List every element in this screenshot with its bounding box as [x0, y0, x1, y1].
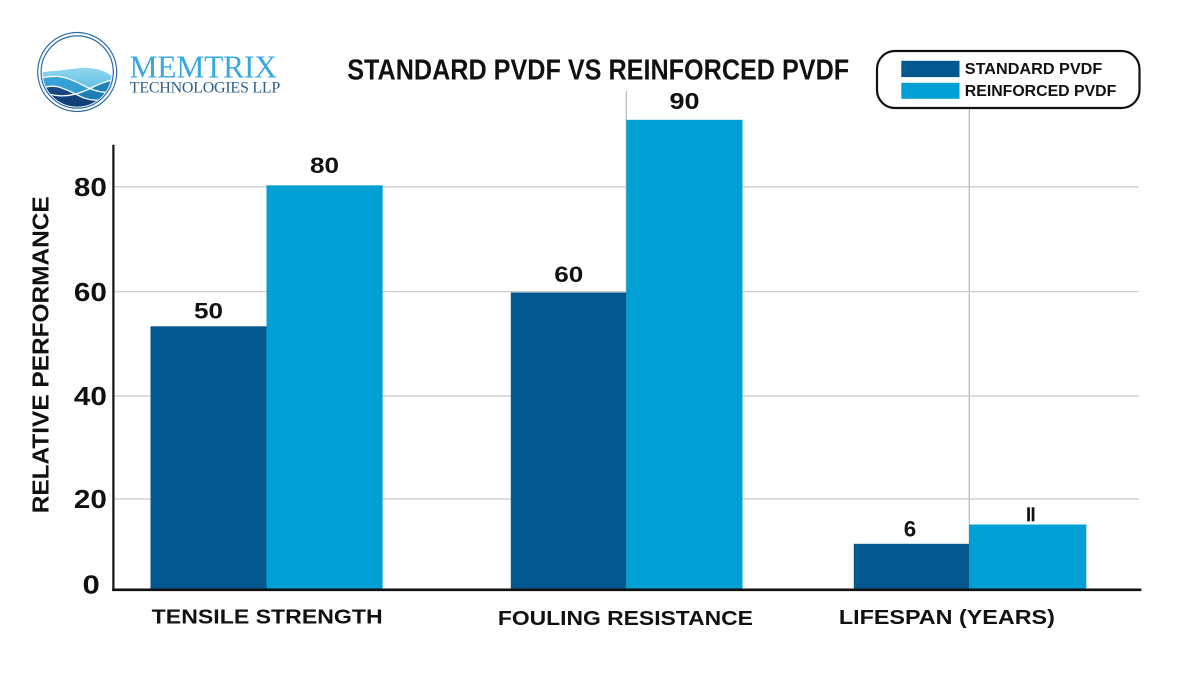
svg-text:REINFORCED PVDF: REINFORCED PVDF — [965, 83, 1117, 100]
svg-text:TENSILE STRENGTH: TENSILE STRENGTH — [152, 607, 383, 629]
svg-text:TECHNOLOGIES LLP: TECHNOLOGIES LLP — [130, 79, 281, 96]
svg-text:6: 6 — [904, 516, 916, 541]
svg-text:60: 60 — [554, 262, 583, 287]
svg-text:LIFESPAN (YEARS): LIFESPAN (YEARS) — [839, 607, 1055, 629]
svg-text:80: 80 — [74, 172, 107, 202]
svg-text:90: 90 — [670, 88, 700, 114]
svg-text:STANDARD PVDF VS REINFORCED PV: STANDARD PVDF VS REINFORCED PVDF — [347, 55, 849, 87]
svg-text:40: 40 — [74, 381, 107, 411]
svg-text:50: 50 — [194, 299, 223, 324]
svg-text:0: 0 — [83, 570, 100, 600]
svg-text:FOULING RESISTANCE: FOULING RESISTANCE — [498, 608, 753, 630]
svg-text:20: 20 — [74, 484, 107, 514]
svg-text:60: 60 — [74, 277, 107, 307]
svg-text:RELATIVE PERFORMANCE: RELATIVE PERFORMANCE — [28, 196, 54, 513]
svg-text:STANDARD PVDF: STANDARD PVDF — [965, 61, 1103, 78]
svg-text:MEMTRIX: MEMTRIX — [130, 50, 278, 85]
svg-text:80: 80 — [310, 153, 339, 178]
